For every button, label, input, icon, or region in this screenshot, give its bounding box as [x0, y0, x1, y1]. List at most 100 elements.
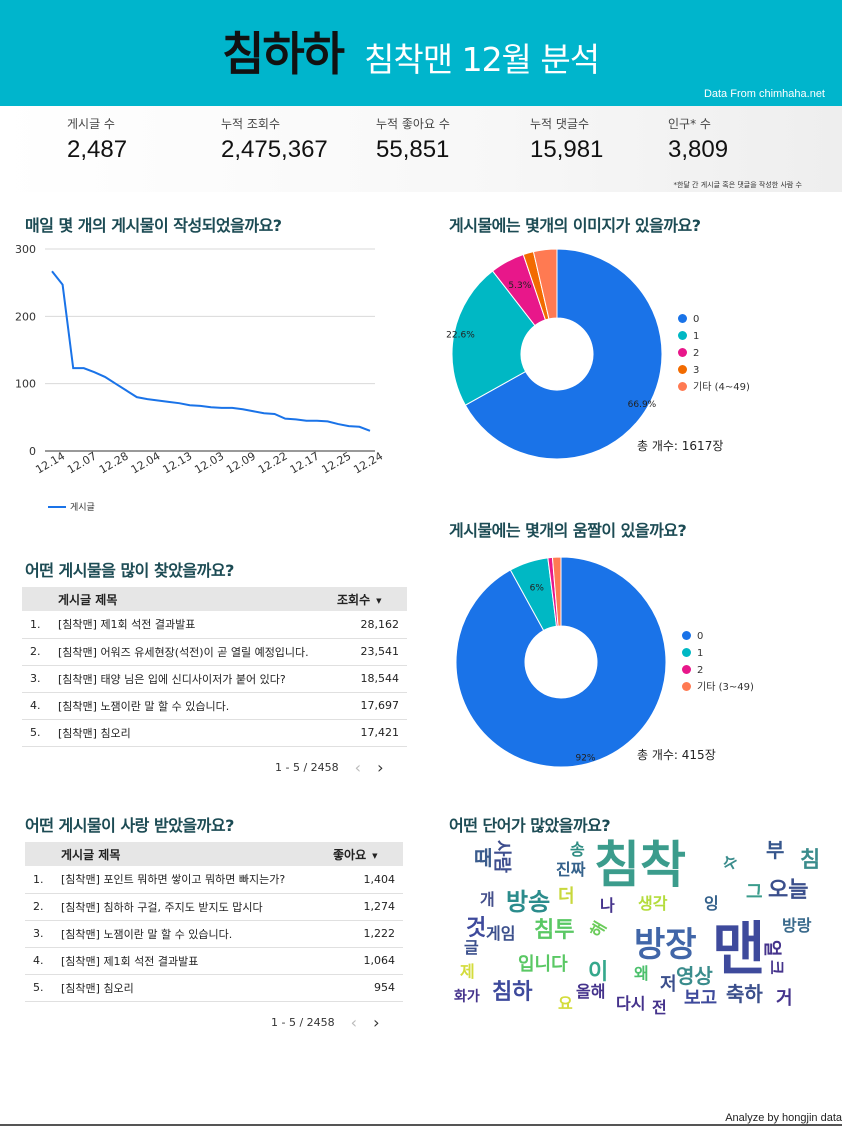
- stat-value: 55,851: [376, 136, 450, 163]
- table-row[interactable]: 5. [침착맨] 침오리 954: [25, 974, 403, 1002]
- legend-item[interactable]: 1: [678, 328, 750, 345]
- table-row[interactable]: 2. [침착맨] 침하하 구걸, 주지도 받지도 맙시다 1,274: [25, 893, 403, 921]
- legend-item[interactable]: 2: [682, 662, 754, 679]
- views-header-label: 조회수: [337, 592, 371, 607]
- row-rank: 2.: [25, 893, 59, 921]
- table-row[interactable]: 1. [침착맨] 제1회 석전 결과발표 28,162: [22, 611, 407, 639]
- legend-dot: [678, 314, 687, 323]
- donut-slice[interactable]: [451, 270, 536, 406]
- cloud-word: 부: [766, 838, 785, 862]
- table-row[interactable]: 4. [침착맨] 제1회 석전 결과발표 1,064: [25, 947, 403, 975]
- sort-desc-icon[interactable]: ▼: [372, 851, 378, 860]
- page-title: 침착맨 12월 분석: [364, 40, 600, 79]
- x-tick-label: 12.28: [97, 449, 131, 476]
- stats-bar: 게시글 수 2,487 누적 조회수 2,475,367 누적 좋아요 수 55…: [0, 106, 842, 192]
- legend-dot: [678, 348, 687, 357]
- rank-header: [25, 842, 59, 866]
- site-logo: 침하하: [222, 27, 345, 81]
- views-pager: 1 - 5 / 2458 ‹ ›: [275, 758, 383, 777]
- stat-value: 2,475,367: [221, 136, 328, 163]
- table-row[interactable]: 5. [침착맨] 침오리 17,421: [22, 719, 407, 747]
- legend-item[interactable]: 기타 (3~49): [682, 679, 754, 696]
- prev-page-icon[interactable]: ‹: [350, 1013, 358, 1032]
- legend-item[interactable]: 2: [678, 345, 750, 362]
- stats-footnote: *한달 간 게시글 혹은 댓글을 작성한 사람 수: [673, 181, 802, 189]
- cloud-word: 축하: [726, 982, 763, 1006]
- legend-dot: [682, 631, 691, 640]
- cloud-word: 이: [588, 960, 609, 985]
- y-tick-label: 100: [15, 378, 36, 391]
- row-title: [침착맨] 태양 님은 입에 신디사이저가 붙어 있다?: [56, 665, 337, 693]
- row-value: 28,162: [337, 611, 407, 639]
- stat-value: 15,981: [530, 136, 604, 163]
- legend-item[interactable]: 0: [682, 628, 754, 645]
- gifs-total: 총 개수: 415장: [637, 748, 716, 762]
- cloud-word: 것: [466, 916, 487, 941]
- footer-credit: Analyze by hongjin data: [725, 1112, 842, 1124]
- cloud-word: 전: [652, 998, 667, 1017]
- cloud-word: 진짜: [556, 860, 586, 879]
- row-title: [침착맨] 노잼이란 말 할 수 있습니다.: [59, 920, 333, 948]
- legend-label: 3: [693, 365, 700, 376]
- cloud-word: 개: [480, 890, 495, 909]
- row-value: 17,421: [337, 719, 407, 747]
- gifs-legend: 0 1 2 기타 (3~49): [682, 628, 754, 696]
- cloud-word: 요: [558, 994, 573, 1013]
- x-tick-label: 12.04: [129, 449, 163, 476]
- cloud-word: 침착: [594, 836, 686, 894]
- donut-slice[interactable]: [532, 248, 558, 320]
- row-rank: 4.: [25, 947, 59, 975]
- cloud-word: 송: [570, 840, 585, 859]
- donut-slice[interactable]: [464, 248, 663, 460]
- title-header: 게시글 제목: [59, 842, 333, 866]
- cloud-word: 얼: [761, 940, 782, 957]
- x-tick-label: 12.09: [224, 449, 258, 476]
- views-header[interactable]: 조회수 ▼: [337, 587, 407, 611]
- cloud-word: 제: [460, 962, 475, 981]
- cloud-word: 침하: [492, 980, 533, 1005]
- donut-slice[interactable]: [455, 556, 667, 768]
- legend-item[interactable]: 0: [678, 311, 750, 328]
- legend-dot: [678, 365, 687, 374]
- row-value: 1,404: [333, 866, 403, 894]
- legend-label: 0: [693, 314, 700, 325]
- next-page-icon[interactable]: ›: [373, 1013, 380, 1032]
- images-total: 총 개수: 1617장: [637, 439, 724, 453]
- legend-item[interactable]: 기타 (4~49): [678, 379, 750, 396]
- pager-range: 1 - 5 / 2458: [271, 1016, 335, 1029]
- row-title: [침착맨] 어워즈 유세현장(석전)이 곧 열릴 예정입니다.: [56, 638, 337, 666]
- table-row[interactable]: 2. [침착맨] 어워즈 유세현장(석전)이 곧 열릴 예정입니다. 23,541: [22, 638, 407, 666]
- legend-dot: [682, 682, 691, 691]
- y-tick-label: 200: [15, 310, 36, 323]
- pager-range: 1 - 5 / 2458: [275, 761, 339, 774]
- table-row[interactable]: 3. [침착맨] 노잼이란 말 할 수 있습니다. 1,222: [25, 920, 403, 948]
- table-row[interactable]: 1. [침착맨] 포인트 뭐하면 쌓이고 뭐하면 빠지는가? 1,404: [25, 866, 403, 894]
- images-donut-chart: 66.9% 22.6% 5.3%: [446, 248, 663, 460]
- section-title-likes: 어떤 게시물이 사랑 받았을까요?: [25, 816, 234, 835]
- donut-slice[interactable]: [551, 556, 562, 627]
- cloud-word: 왜: [634, 964, 649, 983]
- x-tick-label: 12.03: [192, 449, 226, 476]
- cloud-word: 저: [660, 974, 677, 995]
- legend-item[interactable]: 3: [678, 362, 750, 379]
- prev-page-icon[interactable]: ‹: [354, 758, 362, 777]
- cloud-word: 사람: [491, 840, 512, 874]
- series-line-posts: [51, 270, 371, 432]
- cloud-word: 거: [776, 988, 793, 1009]
- likes-header[interactable]: 좋아요 ▼: [333, 842, 403, 866]
- table-row[interactable]: 4. [침착맨] 노잼이란 말 할 수 있습니다. 17,697: [22, 692, 407, 720]
- cloud-word: 올해: [576, 982, 606, 1001]
- row-value: 1,222: [333, 920, 403, 948]
- row-value: 17,697: [337, 692, 407, 720]
- table-row[interactable]: 3. [침착맨] 태양 님은 입에 신디사이저가 붙어 있다? 18,544: [22, 665, 407, 693]
- stat-posts: 게시글 수 2,487: [67, 116, 127, 166]
- cloud-word: 방장: [634, 925, 697, 965]
- word-cloud: 침착 맨 방장 방송 침투 침 부 오늘 그 때 사람 송 진짜 수 개 더 나 생각 잉 방랑 게임 것 해 입니다 이 제 글 왜…: [448, 836, 828, 1036]
- cloud-word: 크: [767, 960, 786, 975]
- row-rank: 3.: [22, 665, 56, 693]
- gifs-donut-chart: 92% 6%: [455, 556, 667, 768]
- sort-desc-icon[interactable]: ▼: [376, 596, 382, 605]
- legend-item[interactable]: 1: [682, 645, 754, 662]
- next-page-icon[interactable]: ›: [377, 758, 384, 777]
- x-tick-label: 12.14: [33, 449, 67, 476]
